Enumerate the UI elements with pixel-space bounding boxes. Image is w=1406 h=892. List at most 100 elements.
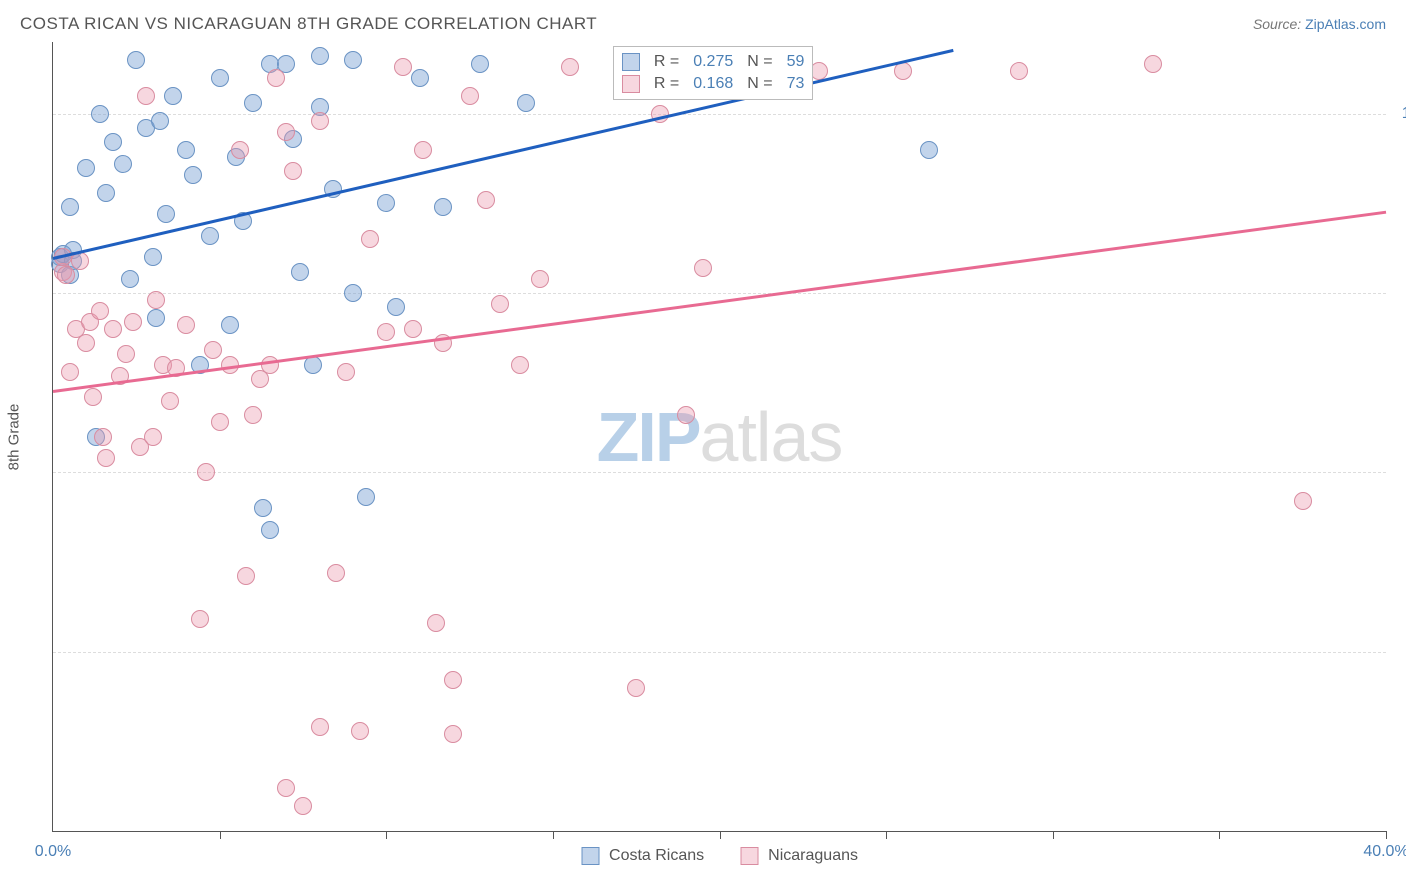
grid-line xyxy=(53,114,1386,115)
scatter-point xyxy=(920,141,938,159)
scatter-point xyxy=(147,309,165,327)
scatter-point xyxy=(517,94,535,112)
y-axis-label: 8th Grade xyxy=(6,404,23,471)
x-tick xyxy=(553,831,554,839)
scatter-point xyxy=(177,141,195,159)
scatter-point xyxy=(1010,62,1028,80)
scatter-point xyxy=(211,69,229,87)
scatter-point xyxy=(461,87,479,105)
scatter-point xyxy=(164,87,182,105)
scatter-point xyxy=(311,718,329,736)
x-tick xyxy=(886,831,887,839)
scatter-point xyxy=(91,302,109,320)
scatter-point xyxy=(201,227,219,245)
scatter-point xyxy=(77,334,95,352)
scatter-point xyxy=(211,413,229,431)
scatter-point xyxy=(267,69,285,87)
scatter-point xyxy=(244,94,262,112)
scatter-point xyxy=(237,567,255,585)
scatter-point xyxy=(61,198,79,216)
x-tick-label: 0.0% xyxy=(35,843,71,861)
source-attribution: Source: ZipAtlas.com xyxy=(1253,16,1386,32)
legend-label: Costa Ricans xyxy=(609,847,704,865)
scatter-point xyxy=(151,112,169,130)
grid-line xyxy=(53,652,1386,653)
scatter-point xyxy=(161,392,179,410)
scatter-point xyxy=(404,320,422,338)
scatter-point xyxy=(531,270,549,288)
scatter-point xyxy=(291,263,309,281)
scatter-point xyxy=(77,159,95,177)
x-tick xyxy=(1386,831,1387,839)
watermark-atlas: atlas xyxy=(700,398,843,476)
stats-row: R =0.168N =73 xyxy=(622,73,805,95)
scatter-point xyxy=(411,69,429,87)
scatter-point xyxy=(127,51,145,69)
scatter-point xyxy=(377,194,395,212)
scatter-point xyxy=(427,614,445,632)
x-tick xyxy=(1053,831,1054,839)
x-tick xyxy=(720,831,721,839)
scatter-point xyxy=(294,797,312,815)
scatter-point xyxy=(414,141,432,159)
stats-row: R =0.275N =59 xyxy=(622,51,805,73)
scatter-point xyxy=(344,284,362,302)
grid-line xyxy=(53,472,1386,473)
scatter-point xyxy=(221,316,239,334)
scatter-point xyxy=(84,388,102,406)
scatter-point xyxy=(61,363,79,381)
scatter-point xyxy=(204,341,222,359)
x-tick xyxy=(1219,831,1220,839)
scatter-point xyxy=(361,230,379,248)
x-tick-label: 40.0% xyxy=(1363,843,1406,861)
scatter-point xyxy=(627,679,645,697)
x-tick xyxy=(386,831,387,839)
scatter-point xyxy=(394,58,412,76)
scatter-point xyxy=(117,345,135,363)
legend-label: Nicaraguans xyxy=(768,847,858,865)
source-link[interactable]: ZipAtlas.com xyxy=(1305,16,1386,32)
scatter-point xyxy=(197,463,215,481)
y-tick-label: 85.0% xyxy=(1396,643,1406,661)
y-tick-label: 90.0% xyxy=(1396,463,1406,481)
scatter-point xyxy=(444,671,462,689)
chart-title: COSTA RICAN VS NICARAGUAN 8TH GRADE CORR… xyxy=(20,14,597,34)
scatter-point xyxy=(147,291,165,309)
y-tick-label: 95.0% xyxy=(1396,284,1406,302)
legend-swatch xyxy=(581,847,599,865)
scatter-point xyxy=(157,205,175,223)
scatter-point xyxy=(94,428,112,446)
scatter-point xyxy=(277,779,295,797)
stats-legend: R =0.275N =59R =0.168N =73 xyxy=(613,46,814,100)
watermark: ZIPatlas xyxy=(597,397,843,477)
scatter-point xyxy=(114,155,132,173)
scatter-point xyxy=(677,406,695,424)
legend-item: Nicaraguans xyxy=(740,847,858,865)
scatter-point xyxy=(304,356,322,374)
scatter-point xyxy=(184,166,202,184)
trend-line xyxy=(53,211,1386,393)
scatter-point xyxy=(377,323,395,341)
scatter-point xyxy=(444,725,462,743)
series-legend: Costa Ricans Nicaraguans xyxy=(581,847,858,865)
scatter-point xyxy=(261,521,279,539)
legend-swatch xyxy=(740,847,758,865)
scatter-point xyxy=(121,270,139,288)
scatter-point xyxy=(434,198,452,216)
y-tick-label: 100.0% xyxy=(1396,105,1406,123)
scatter-point xyxy=(351,722,369,740)
scatter-point xyxy=(337,363,355,381)
scatter-point xyxy=(137,87,155,105)
scatter-point xyxy=(177,316,195,334)
scatter-point xyxy=(97,184,115,202)
scatter-point xyxy=(1294,492,1312,510)
scatter-point xyxy=(491,295,509,313)
scatter-point xyxy=(1144,55,1162,73)
legend-swatch xyxy=(622,53,640,71)
scatter-point xyxy=(311,47,329,65)
legend-swatch xyxy=(622,75,640,93)
scatter-point xyxy=(357,488,375,506)
grid-line xyxy=(53,293,1386,294)
chart-area: 8th Grade ZIPatlas 85.0%90.0%95.0%100.0%… xyxy=(52,42,1386,832)
scatter-point xyxy=(91,105,109,123)
